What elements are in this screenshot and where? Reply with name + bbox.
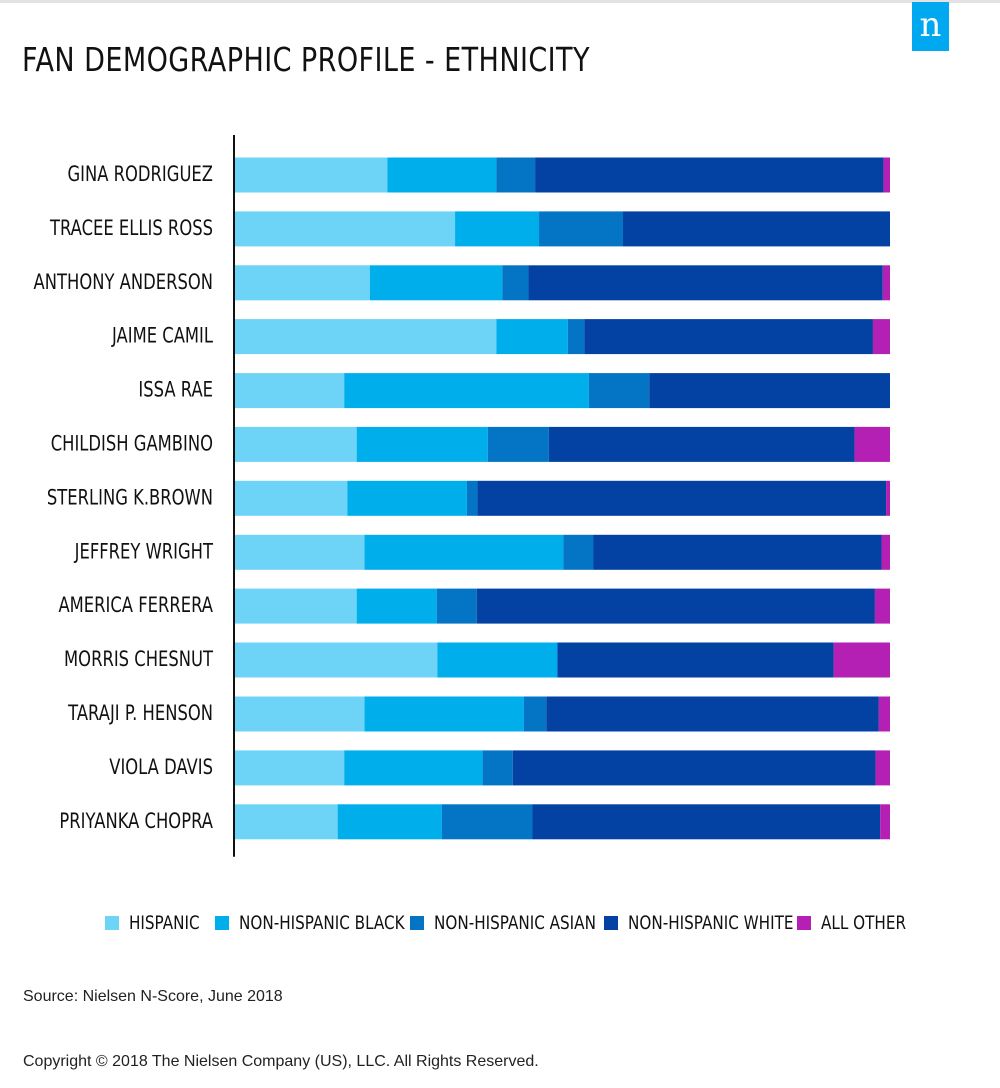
bar-segment xyxy=(234,534,365,570)
category-label: ISSA RAE xyxy=(138,379,213,402)
bar-segment xyxy=(593,534,882,570)
legend-item: NON-HISPANIC WHITE xyxy=(604,905,835,941)
bar-segment xyxy=(234,804,338,840)
bar-segment xyxy=(874,588,890,624)
bar-segment xyxy=(344,373,589,409)
bar-segment xyxy=(436,588,477,624)
bar-segment xyxy=(854,426,890,462)
bar-segment xyxy=(546,696,879,732)
bar-segment xyxy=(234,480,348,516)
bar-segment xyxy=(872,319,890,355)
legend-label: ALL OTHER xyxy=(821,912,907,934)
nielsen-logo: n xyxy=(912,2,949,51)
legend-item: NON-HISPANIC ASIAN xyxy=(410,905,636,941)
stacked-bar-chart: GINA RODRIGUEZ TRACEE ELLIS ROSS ANTHONY A… xyxy=(34,135,890,857)
legend-swatch xyxy=(410,916,424,930)
bar-segment xyxy=(528,265,883,301)
bar-segment xyxy=(441,804,533,840)
bar-segment xyxy=(455,211,540,247)
legend-swatch xyxy=(797,916,811,930)
category-label: PRIYANKA CHOPRA xyxy=(59,810,213,833)
bar-segment xyxy=(234,696,365,732)
bar-segment xyxy=(344,750,483,786)
bar-segment xyxy=(347,480,467,516)
category-label: STERLING K.BROWN xyxy=(47,487,213,510)
bar-segment xyxy=(337,804,442,840)
category-label: TRACEE ELLIS ROSS xyxy=(49,217,213,240)
bar-segment xyxy=(466,480,478,516)
bar-segment xyxy=(496,157,536,193)
bar-segment xyxy=(477,480,887,516)
bar-segment xyxy=(880,804,890,840)
copyright-notice: Copyright © 2018 The Nielsen Company (US… xyxy=(23,1053,539,1070)
bar-segment xyxy=(476,588,875,624)
bar-segment xyxy=(496,319,568,355)
category-label: GINA RODRIGUEZ xyxy=(67,163,213,186)
bar-segment xyxy=(532,804,881,840)
bar-segment xyxy=(356,426,488,462)
bar-segment xyxy=(588,373,650,409)
bar-segment xyxy=(234,211,456,247)
bar-segment xyxy=(584,319,873,355)
legend-item: HISPANIC xyxy=(105,905,217,941)
category-label: CHILDISH GAMBINO xyxy=(51,433,213,456)
bar-segment xyxy=(234,157,388,193)
top-rule xyxy=(0,0,1000,3)
bar-segment xyxy=(364,534,564,570)
bar-segment xyxy=(234,750,345,786)
bar-segment xyxy=(234,426,357,462)
category-label: TARAJI P. HENSON xyxy=(67,702,213,725)
legend-label: NON-HISPANIC ASIAN xyxy=(434,912,596,934)
bar-segment xyxy=(234,642,438,678)
bar-segment xyxy=(557,642,834,678)
bar-segment xyxy=(881,534,890,570)
legend-label: HISPANIC xyxy=(129,912,200,934)
bar-segment xyxy=(886,480,890,516)
page-title: FAN DEMOGRAPHIC PROFILE - ETHNICITY xyxy=(22,40,590,79)
bar-segment xyxy=(234,373,345,409)
bar-segment xyxy=(649,373,890,409)
legend-swatch xyxy=(215,916,229,930)
bar-segment xyxy=(487,426,549,462)
category-label: VIOLA DAVIS xyxy=(109,756,213,779)
nielsen-logo-letter: n xyxy=(919,5,942,45)
bar-segment xyxy=(364,696,524,732)
legend-swatch xyxy=(604,916,618,930)
bar-segment xyxy=(234,265,370,301)
bar-segment xyxy=(437,642,558,678)
bar-segment xyxy=(563,534,594,570)
legend-label: NON-HISPANIC BLACK xyxy=(239,912,405,934)
bar-segment xyxy=(882,265,890,301)
bar-segment xyxy=(234,319,497,355)
legend-item: ALL OTHER xyxy=(797,905,927,941)
bar-segment xyxy=(623,211,890,247)
bar-segment xyxy=(369,265,503,301)
bar-segment xyxy=(567,319,585,355)
category-label: AMERICA FERRERA xyxy=(58,594,213,617)
legend-item: NON-HISPANIC BLACK xyxy=(215,905,446,941)
bar-segment xyxy=(883,157,890,193)
legend-swatch xyxy=(105,916,119,930)
bar-segment xyxy=(878,696,890,732)
bar-segment xyxy=(539,211,624,247)
source-note: Source: Nielsen N-Score, June 2018 xyxy=(23,988,283,1005)
bar-segment xyxy=(548,426,855,462)
bar-segment xyxy=(356,588,437,624)
bar-segment xyxy=(234,588,357,624)
bar-segment xyxy=(535,157,884,193)
bar-segment xyxy=(482,750,513,786)
legend-label: NON-HISPANIC WHITE xyxy=(628,912,794,934)
bar-segment xyxy=(512,750,876,786)
category-label: MORRIS CHESNUT xyxy=(64,648,213,671)
bar-segment xyxy=(387,157,497,193)
chart-legend: HISPANIC NON-HISPANIC BLACK NON-HISPANIC A… xyxy=(0,905,1000,945)
category-label: JAIME CAMIL xyxy=(111,325,213,348)
bar-segment xyxy=(833,642,890,678)
bar-segment xyxy=(523,696,547,732)
bar-segment xyxy=(875,750,890,786)
category-label: ANTHONY ANDERSON xyxy=(34,271,213,294)
category-label: JEFFREY WRIGHT xyxy=(74,541,214,564)
bar-segment xyxy=(502,265,529,301)
